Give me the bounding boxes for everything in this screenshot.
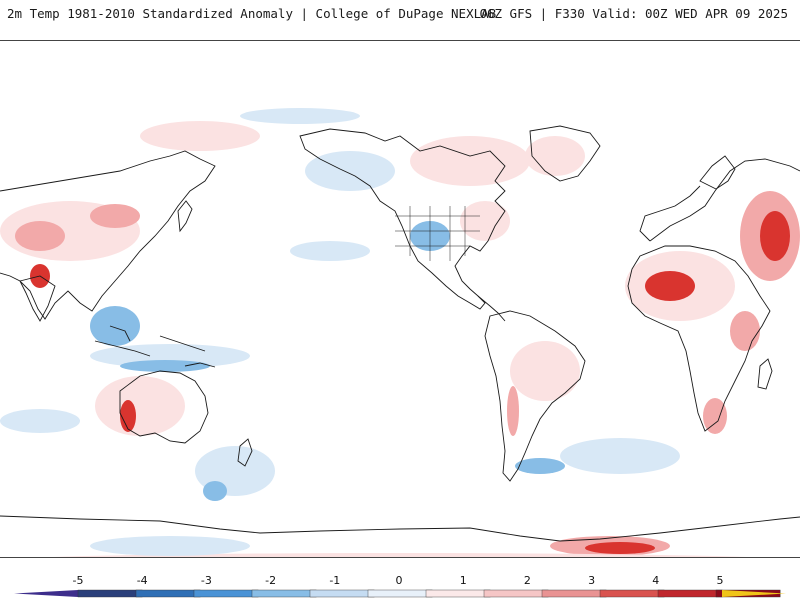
warm-anomaly-china	[90, 204, 140, 228]
colorbar-segment	[309, 589, 375, 598]
cold-anomaly-south-indian	[0, 409, 80, 433]
warm-anomaly-north-pacific	[140, 121, 260, 151]
australia-outline	[119, 370, 209, 444]
warm-anomaly-sahel	[645, 271, 695, 301]
cold-anomaly-arctic	[240, 108, 360, 124]
colorbar-segment	[541, 589, 607, 598]
india-outline	[19, 275, 56, 322]
indonesia-outline	[94, 325, 216, 368]
model-run-label: 06Z GFS | F330 Valid: 00Z WED APR 09 202…	[479, 6, 788, 21]
colorbar-segment	[77, 589, 143, 598]
colorbar-tick-label: 2	[524, 574, 531, 587]
colorbar-segment	[367, 589, 433, 598]
warm-anomaly-south-africa	[703, 398, 727, 434]
figure-title: 2m Temp 1981-2010 Standardized Anomaly |…	[7, 6, 497, 21]
warm-anomaly-south-band	[53, 553, 747, 557]
colorbar-tick-label: -4	[137, 574, 148, 587]
cold-anomaly-pacific-nw	[290, 241, 370, 261]
cold-anomaly-patagonia	[515, 458, 565, 474]
cold-anomaly-antarctic-ross	[90, 536, 250, 556]
warm-anomaly-us-east	[460, 201, 510, 241]
warm-anomaly-canada	[410, 136, 530, 186]
warm-anomaly-andes	[507, 386, 519, 436]
colorbar-tick-label: -1	[329, 574, 340, 587]
colorbar-segment	[135, 589, 201, 598]
cold-anomaly-spac-core	[203, 481, 227, 501]
colorbar-tick-label: 5	[717, 574, 724, 587]
colorbar-segment	[657, 589, 723, 598]
cold-anomaly-maritime	[120, 360, 210, 372]
world-map-panel	[0, 40, 800, 558]
colorbar-tick-label: 1	[460, 574, 467, 587]
colorbar-tick-label: 0	[396, 574, 403, 587]
colorbar-segment	[251, 589, 317, 598]
anomaly-map	[0, 108, 800, 557]
colorbar-tick-label: 3	[588, 574, 595, 587]
colorbar-svg: -5 -4 -3 -2 -1 0 1 2 3 4 5	[14, 574, 786, 598]
cold-anomaly-south-atlantic	[560, 438, 680, 474]
scandinavia-outline	[699, 155, 736, 190]
europe-outline	[639, 158, 800, 242]
colorbar-max-arrow	[722, 590, 786, 597]
anomaly-shading	[0, 108, 800, 557]
south-america-outline	[484, 310, 586, 482]
colorbar-tick-label: -2	[265, 574, 276, 587]
colorbar: -5 -4 -3 -2 -1 0 1 2 3 4 5	[0, 570, 800, 600]
warm-anomaly-greenland	[525, 136, 585, 176]
coastlines	[0, 125, 800, 542]
madagascar-outline	[757, 358, 773, 390]
africa-outline	[627, 245, 771, 432]
warm-anomaly-tibet	[15, 221, 65, 251]
colorbar-segment	[193, 589, 259, 598]
colorbar-segment	[599, 589, 665, 598]
north-america-outline	[299, 128, 506, 310]
colorbar-tick-label: -5	[73, 574, 84, 587]
colorbar-segment	[425, 589, 491, 598]
warm-anomaly-caspian	[760, 211, 790, 261]
warm-anomaly-east-africa	[730, 311, 760, 351]
warm-anomaly-brazil	[510, 341, 580, 401]
colorbar-tick-label: -3	[201, 574, 212, 587]
greenland-outline	[529, 125, 601, 182]
japan-outline	[177, 200, 193, 233]
warm-anomaly-west-australia	[120, 400, 136, 432]
warm-anomaly-antarctic-core	[585, 542, 655, 554]
colorbar-segment	[483, 589, 549, 598]
new-zealand-outline	[237, 438, 253, 467]
us-state-lines	[395, 206, 480, 261]
cold-anomaly-alaska	[305, 151, 395, 191]
colorbar-tick-label: 4	[652, 574, 659, 587]
warm-anomaly-australia	[95, 376, 185, 436]
central-america-outline	[477, 295, 506, 322]
colorbar-min-arrow	[14, 590, 78, 597]
antarctica-outline	[0, 515, 800, 542]
cold-anomaly-se-asia	[90, 306, 140, 346]
